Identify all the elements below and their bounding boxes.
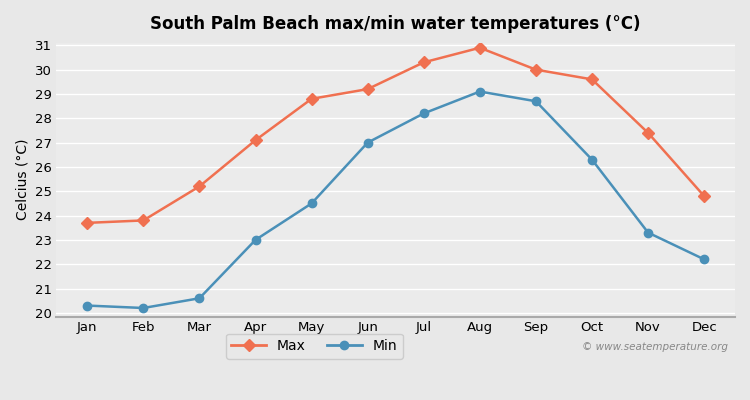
Y-axis label: Celcius (°C): Celcius (°C): [15, 139, 29, 220]
Title: South Palm Beach max/min water temperatures (°C): South Palm Beach max/min water temperatu…: [151, 15, 641, 33]
Text: © www.seatemperature.org: © www.seatemperature.org: [582, 342, 728, 352]
Legend: Max, Min: Max, Min: [226, 334, 403, 359]
